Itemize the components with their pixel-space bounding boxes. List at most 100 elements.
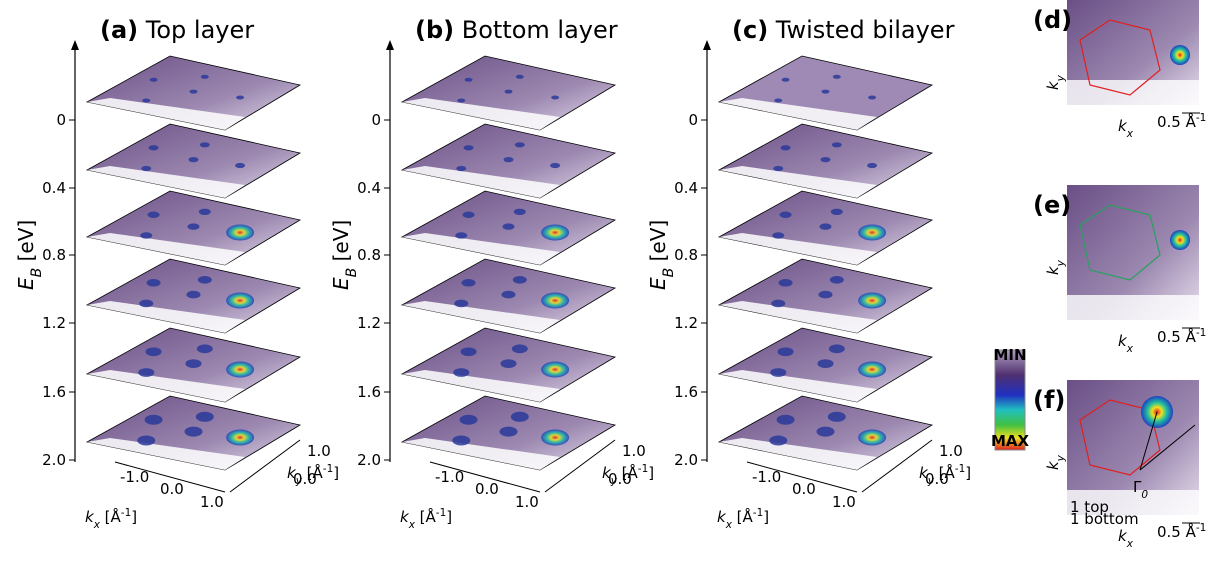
spot [779, 211, 792, 218]
label-part: ] [965, 464, 971, 482]
label-part: k [1044, 265, 1062, 275]
kx-tick: -1.0 [435, 468, 464, 486]
spot [781, 77, 790, 82]
label-part: ] [763, 508, 769, 526]
label-part: Γ [1133, 478, 1142, 496]
spot [147, 211, 160, 218]
spot [235, 162, 246, 169]
scale-bar-label: 0.5 Å-1 [1157, 112, 1206, 131]
spot [858, 292, 887, 309]
spot [867, 162, 878, 169]
spot [821, 89, 830, 94]
label-part: k [1118, 332, 1128, 350]
side-label: (e) [1033, 191, 1071, 219]
spot [199, 142, 210, 148]
label-part: [Å [732, 507, 754, 526]
white-edge [719, 370, 877, 402]
side-kx: kx [1118, 117, 1134, 140]
label-part: -1 [436, 507, 446, 519]
label-part: ] [333, 464, 339, 482]
panel-title: (c) Twisted bilayer [732, 16, 955, 44]
label-part: -1 [121, 507, 131, 519]
spot [858, 361, 887, 378]
hot-spot [1170, 45, 1190, 65]
spot [146, 278, 161, 287]
spot [819, 223, 832, 230]
side-label: (f) [1033, 386, 1065, 414]
spot [139, 299, 154, 308]
label-part: Bottom layer [454, 16, 618, 44]
white-edge [87, 301, 245, 333]
label-part: k [1118, 117, 1128, 135]
colorbar [994, 349, 1026, 451]
energy-label: EB [eV] [329, 220, 360, 290]
spot [773, 165, 784, 172]
spot [541, 361, 570, 378]
label-part: B [661, 268, 677, 278]
label-part: x [408, 519, 416, 531]
label-part: [Å [617, 463, 639, 482]
white-edge [719, 166, 877, 198]
axis-arrow [71, 40, 79, 50]
spot [184, 426, 203, 437]
energy-tick: 0.8 [674, 246, 698, 264]
spot [454, 299, 469, 308]
spot [236, 95, 245, 100]
spot [226, 429, 255, 446]
spot [226, 361, 255, 378]
spot [137, 435, 156, 446]
label-part: ] [648, 464, 654, 482]
label-part: 0.5 Å [1157, 327, 1197, 346]
spot [777, 347, 794, 357]
legend-top: 1 top [1070, 498, 1109, 516]
axis-arrow [703, 40, 711, 50]
spot [453, 368, 470, 377]
spot [200, 74, 209, 79]
white-edge [402, 370, 560, 402]
label-part: [eV] [646, 220, 670, 268]
spot [187, 223, 200, 230]
scale-bar-label: 0.5 Å-1 [1157, 522, 1206, 541]
spot [512, 276, 527, 284]
kx-tick: 0.0 [160, 480, 184, 498]
spot [455, 232, 468, 239]
axis-arrow [386, 40, 394, 50]
spot [541, 224, 570, 241]
white-edge [402, 233, 560, 265]
label-part: [Å [934, 463, 956, 482]
spot [778, 278, 793, 287]
spot [502, 223, 515, 230]
side-ky: ky [1044, 74, 1067, 90]
label-part: B [344, 268, 360, 278]
spot [186, 290, 201, 299]
label-part: -1 [753, 507, 763, 519]
label-part: y [1055, 259, 1067, 267]
ky-tick: 1.0 [622, 442, 646, 460]
white-edge [402, 166, 560, 198]
label-part: x [1126, 343, 1134, 355]
kx-axis-line [114, 461, 226, 493]
label-part: k [400, 508, 410, 526]
label-part: -1 [323, 463, 333, 475]
energy-tick: 1.6 [357, 383, 381, 401]
spot [772, 232, 785, 239]
spot [513, 208, 526, 215]
energy-tick: 0.4 [357, 179, 381, 197]
spot [459, 414, 478, 425]
energy-tick: 0 [371, 111, 381, 129]
spot [771, 299, 786, 308]
spot [149, 77, 158, 82]
hexagon [1079, 399, 1161, 476]
energy-tick: 1.2 [674, 314, 698, 332]
label-part: -1 [638, 463, 648, 475]
spot [462, 211, 475, 218]
label-part: x [1126, 128, 1134, 140]
spot [499, 426, 518, 437]
spot [776, 414, 795, 425]
label-part: k [919, 464, 929, 482]
energy-tick: 0.8 [357, 246, 381, 264]
spot [500, 359, 517, 368]
energy-tick: 0 [688, 111, 698, 129]
white-edge [402, 438, 560, 470]
spot [820, 157, 831, 163]
